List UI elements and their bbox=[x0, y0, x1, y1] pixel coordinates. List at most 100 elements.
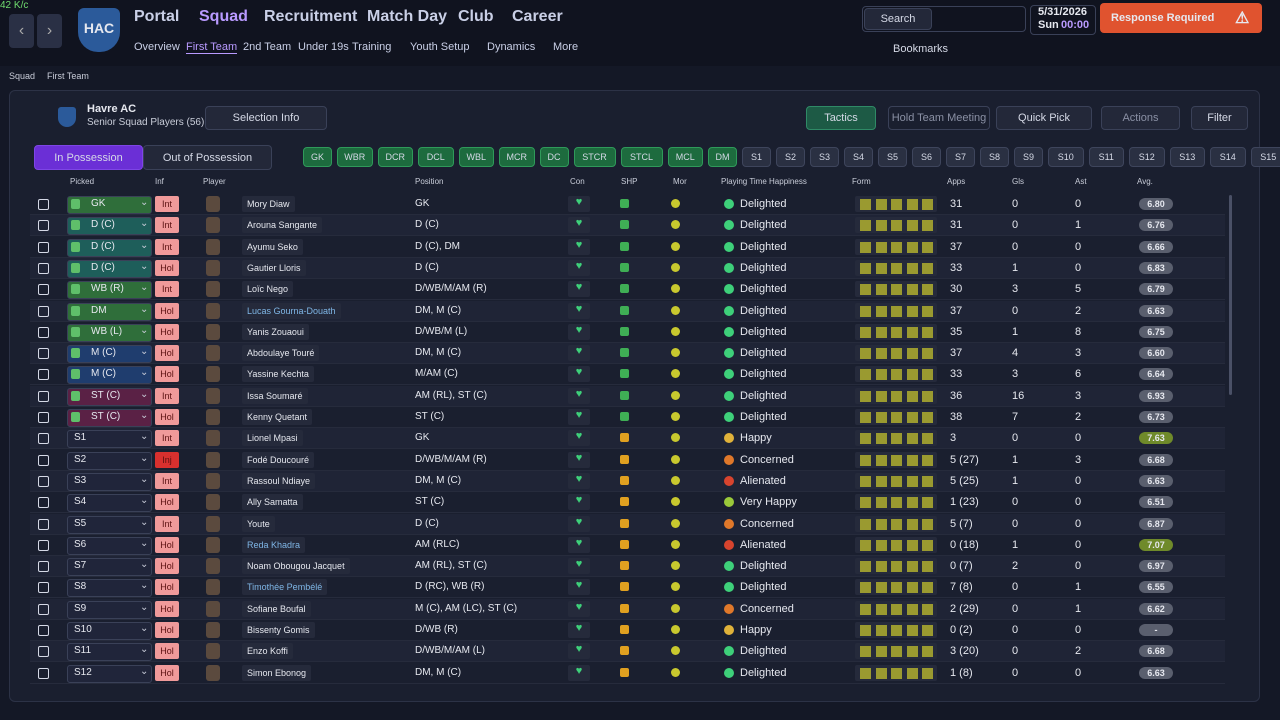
nav-submenu[interactable]: Youth Setup bbox=[410, 41, 470, 53]
player-name[interactable]: Lucas Gourna-Douath bbox=[242, 302, 341, 319]
picked-select[interactable] bbox=[67, 430, 152, 449]
player-name[interactable]: Issa Soumaré bbox=[242, 387, 308, 404]
search-button[interactable]: Search bbox=[864, 8, 932, 30]
checkbox[interactable] bbox=[38, 454, 49, 466]
nav-submenu[interactable]: 2nd Team bbox=[243, 41, 292, 53]
nav-menu[interactable]: Recruitment bbox=[264, 8, 358, 25]
back-button[interactable]: ‹ bbox=[9, 14, 34, 48]
picked-select[interactable] bbox=[67, 472, 152, 491]
picked-select[interactable] bbox=[67, 494, 152, 513]
position-button[interactable]: S12 bbox=[1129, 147, 1165, 167]
checkbox[interactable] bbox=[38, 390, 49, 402]
bookmarks[interactable]: Bookmarks bbox=[893, 43, 949, 55]
checkbox[interactable] bbox=[38, 326, 49, 338]
nav-submenu[interactable]: First Team bbox=[186, 41, 238, 54]
alert-button[interactable] bbox=[1100, 3, 1262, 33]
picked-select[interactable] bbox=[67, 622, 152, 640]
position-button[interactable]: MCL bbox=[667, 147, 703, 167]
position-button[interactable]: S4 bbox=[844, 147, 873, 167]
player-name[interactable]: Fodé Doucouré bbox=[242, 451, 315, 468]
position-button[interactable]: WBL bbox=[458, 147, 494, 167]
picked-select[interactable] bbox=[67, 366, 152, 385]
position-button[interactable]: S15 bbox=[1250, 147, 1280, 167]
position-button[interactable]: STCL bbox=[620, 147, 663, 167]
nav-submenu[interactable]: More bbox=[553, 41, 579, 53]
checkbox[interactable] bbox=[38, 369, 49, 381]
player-name[interactable]: Youte bbox=[242, 515, 275, 532]
picked-select[interactable] bbox=[67, 302, 152, 321]
checkbox[interactable] bbox=[38, 348, 49, 360]
checkbox[interactable] bbox=[38, 497, 49, 509]
player-name[interactable]: Timothée Pembélé bbox=[242, 579, 328, 596]
player-name[interactable]: Loïc Nego bbox=[242, 281, 294, 298]
checkbox[interactable] bbox=[38, 284, 49, 296]
nav-menu[interactable]: Portal bbox=[134, 8, 180, 25]
actions-button[interactable]: Actions bbox=[1101, 106, 1180, 130]
position-button[interactable]: S11 bbox=[1088, 147, 1124, 167]
picked-select[interactable] bbox=[67, 196, 152, 214]
player-name[interactable]: Kenny Quetant bbox=[242, 409, 313, 425]
position-button[interactable]: S2 bbox=[776, 147, 805, 167]
checkbox[interactable] bbox=[38, 241, 49, 253]
picked-select[interactable] bbox=[67, 409, 152, 427]
position-button[interactable]: MCR bbox=[499, 147, 535, 167]
club-logo[interactable]: HAC bbox=[78, 8, 120, 52]
player-name[interactable]: Noam Obougou Jacquet bbox=[242, 558, 350, 575]
picked-select[interactable] bbox=[67, 558, 152, 577]
checkbox[interactable] bbox=[38, 262, 49, 274]
player-name[interactable]: Simon Ebonog bbox=[242, 664, 312, 681]
picked-select[interactable] bbox=[67, 238, 152, 257]
player-name[interactable]: Sofiane Boufal bbox=[242, 600, 311, 617]
filter-button[interactable]: Filter bbox=[1191, 106, 1248, 130]
nav-menu[interactable]: Career bbox=[512, 8, 563, 25]
player-name[interactable]: Yassine Kechta bbox=[242, 366, 314, 383]
player-name[interactable]: Mory Diaw bbox=[242, 196, 295, 212]
tab[interactable]: Out of Possession bbox=[143, 145, 272, 170]
player-name[interactable]: Gautier Lloris bbox=[242, 259, 306, 276]
checkbox[interactable] bbox=[38, 305, 49, 317]
nav-menu[interactable]: Match Day bbox=[367, 8, 448, 25]
checkbox[interactable] bbox=[38, 646, 49, 658]
checkbox[interactable] bbox=[38, 412, 49, 423]
forward-button[interactable]: › bbox=[37, 14, 62, 48]
position-button[interactable]: WBR bbox=[337, 147, 373, 167]
player-name[interactable]: Lionel Mpasi bbox=[242, 430, 303, 447]
position-button[interactable]: S14 bbox=[1210, 147, 1246, 167]
picked-select[interactable] bbox=[67, 600, 152, 619]
player-name[interactable]: Abdoulaye Touré bbox=[242, 345, 320, 362]
nav-menu[interactable]: Squad bbox=[199, 8, 248, 25]
position-button[interactable]: DM bbox=[708, 147, 737, 167]
quick-pick[interactable]: Quick Pick bbox=[996, 106, 1092, 130]
checkbox[interactable] bbox=[38, 582, 49, 594]
picked-select[interactable] bbox=[67, 643, 152, 662]
picked-select[interactable] bbox=[67, 323, 152, 342]
position-button[interactable]: S1 bbox=[742, 147, 771, 167]
picked-select[interactable] bbox=[67, 259, 152, 278]
player-name[interactable]: Arouna Sangante bbox=[242, 217, 323, 234]
picked-select[interactable] bbox=[67, 536, 152, 555]
picked-select[interactable] bbox=[67, 281, 152, 300]
checkbox[interactable] bbox=[38, 433, 49, 445]
player-name[interactable]: Ayumu Seko bbox=[242, 238, 303, 255]
breadcrumb[interactable]: Squad bbox=[9, 71, 36, 81]
checkbox[interactable] bbox=[38, 220, 49, 232]
checkbox[interactable] bbox=[38, 667, 49, 679]
nav-submenu[interactable]: Training bbox=[352, 41, 392, 53]
player-name[interactable]: Rassoul Ndiaye bbox=[242, 472, 316, 489]
checkbox[interactable] bbox=[38, 518, 49, 530]
position-button[interactable]: STCR bbox=[573, 147, 616, 167]
position-button[interactable]: DCR bbox=[377, 147, 413, 167]
breadcrumb[interactable]: First Team bbox=[47, 71, 89, 81]
nav-submenu[interactable]: Dynamics bbox=[487, 41, 536, 53]
position-button[interactable]: S13 bbox=[1169, 147, 1205, 167]
picked-select[interactable] bbox=[67, 217, 152, 236]
position-button[interactable]: S10 bbox=[1048, 147, 1084, 167]
position-button[interactable]: DCL bbox=[418, 147, 454, 167]
position-button[interactable]: S7 bbox=[946, 147, 975, 167]
player-name[interactable]: Reda Khadra bbox=[242, 536, 306, 553]
position-button[interactable]: DC bbox=[539, 147, 569, 167]
nav-menu[interactable]: Club bbox=[458, 8, 494, 25]
checkbox[interactable] bbox=[38, 199, 49, 210]
position-button[interactable]: S3 bbox=[810, 147, 839, 167]
checkbox[interactable] bbox=[38, 475, 49, 487]
